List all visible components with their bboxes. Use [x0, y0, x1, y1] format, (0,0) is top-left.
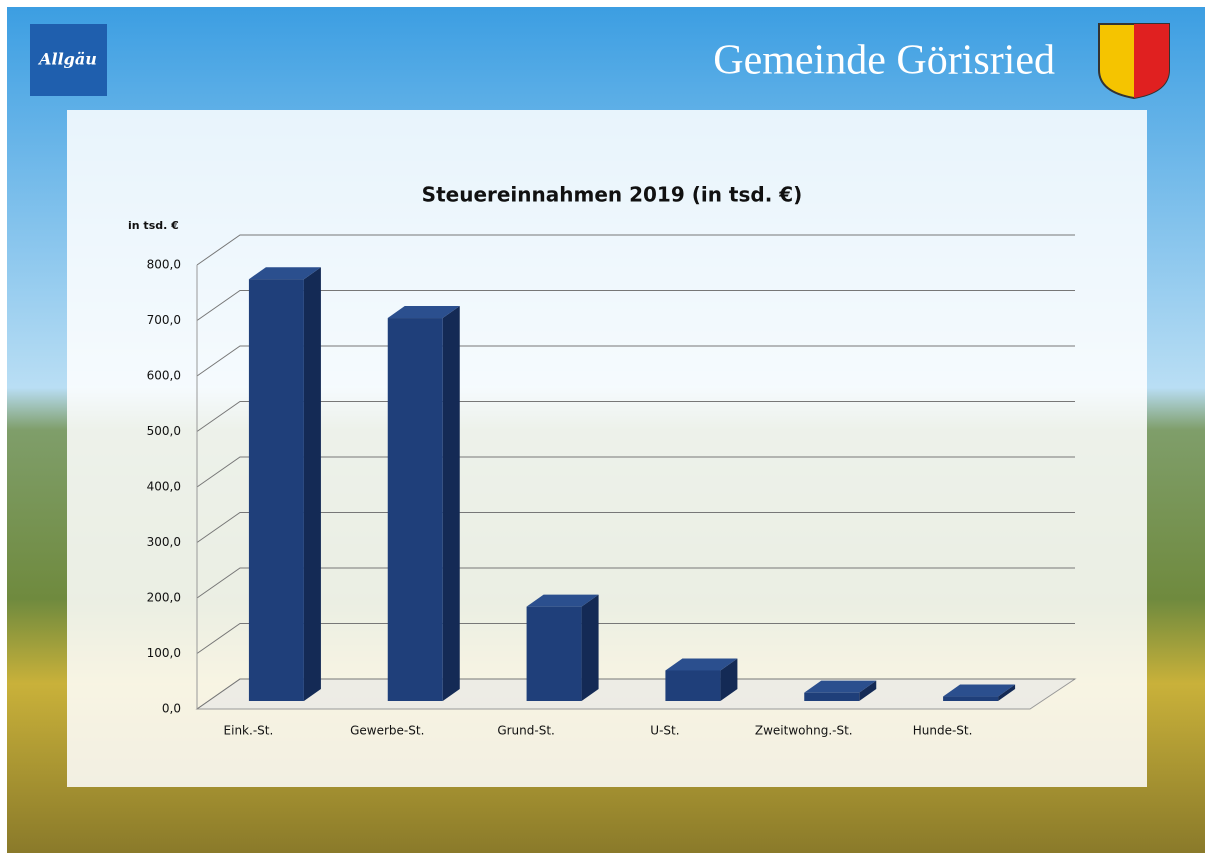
bar: [665, 670, 721, 701]
bar-top: [804, 680, 877, 693]
grid-line: [196, 623, 1075, 654]
x-tick-label: Eink.-St.: [224, 724, 274, 738]
x-tick-label: Grund-St.: [497, 724, 555, 738]
bar: [804, 692, 860, 701]
bar-top: [665, 658, 738, 671]
floor: [195, 678, 1077, 710]
bar-top: [943, 684, 1016, 697]
bar: [943, 696, 999, 701]
chart-panel: [67, 110, 1147, 787]
logo-text: Allgäu: [37, 50, 97, 69]
bar-side: [859, 680, 877, 701]
y-axis-label: in tsd. €: [128, 219, 179, 232]
x-tick-label: Hunde-St.: [913, 724, 973, 738]
grid-line: [196, 456, 1075, 488]
chart-title: Steuereinnahmen 2019 (in tsd. €): [422, 183, 803, 207]
grid-line: [196, 678, 1075, 710]
y-tick-label: 500,0: [147, 424, 181, 438]
bar-side: [720, 658, 738, 701]
logo-box: [30, 24, 107, 96]
x-tick-label: Gewerbe-St.: [350, 724, 424, 738]
y-tick-label: 0,0: [162, 702, 181, 716]
y-tick-label: 300,0: [147, 535, 181, 549]
bar: [526, 606, 582, 701]
bar-top: [248, 267, 321, 280]
bar-top: [387, 306, 460, 319]
y-tick-label: 600,0: [147, 369, 181, 383]
y-tick-label: 200,0: [147, 591, 181, 605]
bar: [387, 318, 443, 701]
bar-top: [526, 594, 599, 607]
coat-of-arms-right: [1134, 24, 1169, 98]
bar-side: [303, 267, 321, 701]
x-tick-label: Zweitwohng.-St.: [755, 724, 853, 738]
grid-line: [196, 512, 1075, 543]
header-title: Gemeinde Görisried: [713, 38, 1055, 84]
bar-side: [998, 684, 1016, 701]
grid-line: [196, 401, 1075, 432]
grid-line: [196, 234, 1075, 266]
grid-line: [196, 567, 1075, 599]
grid-line: [196, 290, 1075, 321]
y-tick-label: 700,0: [147, 313, 181, 327]
grid-line: [196, 345, 1075, 377]
y-tick-label: 400,0: [147, 480, 181, 494]
y-tick-label: 100,0: [147, 646, 181, 660]
bar-side: [442, 306, 460, 701]
y-tick-label: 800,0: [147, 258, 181, 272]
bar: [248, 279, 304, 701]
x-tick-label: U-St.: [650, 724, 679, 738]
bar-side: [581, 594, 599, 701]
